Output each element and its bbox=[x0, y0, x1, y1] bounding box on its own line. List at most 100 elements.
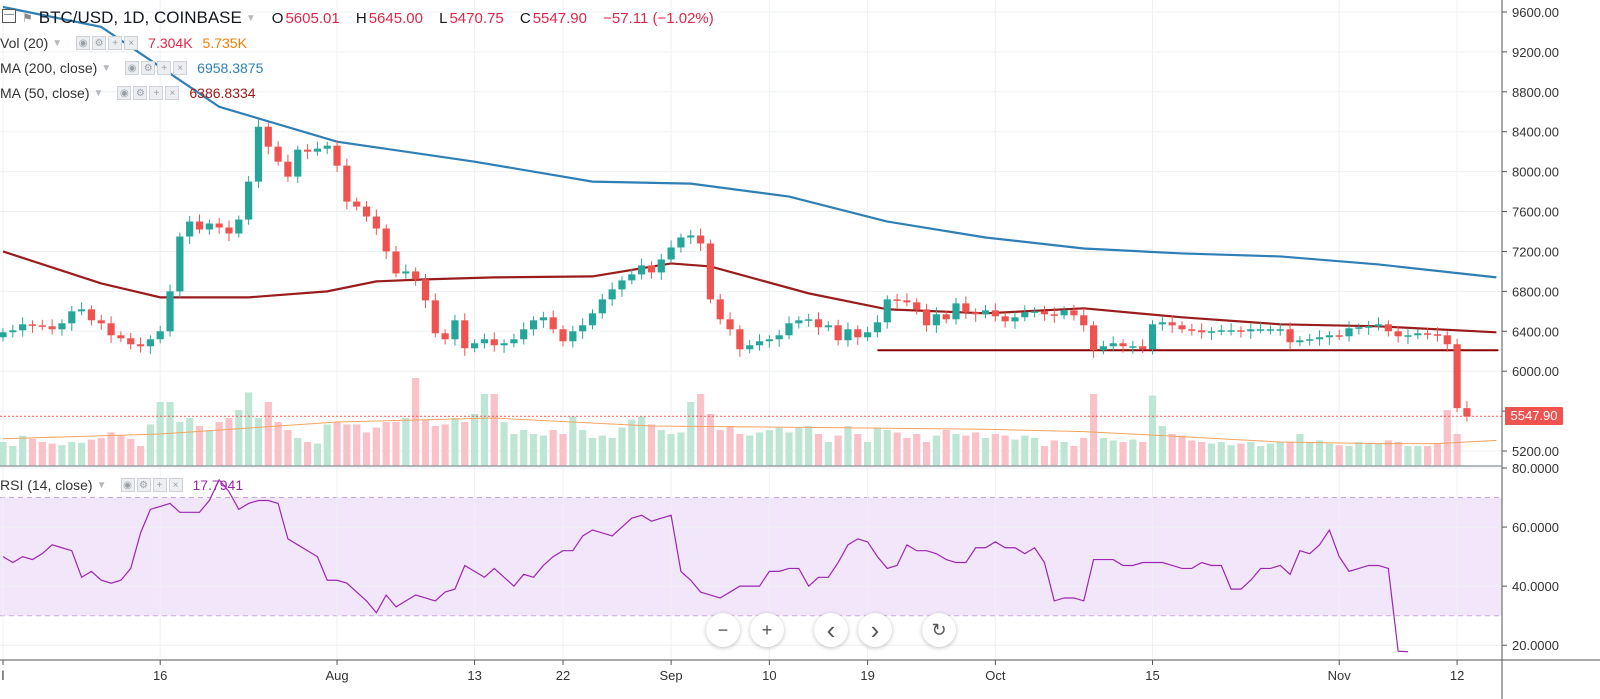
volume-bar bbox=[903, 438, 911, 466]
plus-icon[interactable]: + bbox=[149, 86, 164, 100]
candle-body bbox=[431, 300, 439, 334]
volume-bar bbox=[1109, 440, 1117, 466]
plus-icon[interactable]: + bbox=[157, 61, 172, 75]
candle-body bbox=[1424, 333, 1432, 335]
candle-body bbox=[726, 319, 734, 330]
legend-caret-icon[interactable]: ▼ bbox=[93, 87, 104, 99]
volume-bar bbox=[451, 418, 459, 466]
scroll-right-button[interactable]: › bbox=[858, 613, 892, 647]
volume-bar bbox=[1119, 442, 1127, 466]
symbol-title[interactable]: BTC/USD, 1D, COINBASE bbox=[38, 8, 242, 27]
volume-bar bbox=[775, 427, 783, 466]
candle-body bbox=[618, 280, 626, 290]
legend-ma200-label[interactable]: MA (200, close) bbox=[0, 60, 98, 76]
candle-body bbox=[785, 323, 793, 336]
candle-body bbox=[1050, 314, 1058, 316]
ma200-line bbox=[2, 5, 1497, 279]
candle-body bbox=[696, 235, 705, 244]
close-icon[interactable]: × bbox=[168, 478, 183, 492]
eye-icon[interactable]: ◉ bbox=[125, 61, 140, 75]
candle-body bbox=[1276, 329, 1284, 331]
candle-body bbox=[1335, 335, 1343, 337]
volume-ma-value: 5.735K bbox=[202, 35, 247, 51]
legend-caret-icon[interactable]: ▼ bbox=[101, 62, 112, 74]
volume-bar bbox=[559, 434, 567, 466]
candle-body bbox=[1178, 325, 1186, 330]
legend-caret-icon[interactable]: ▼ bbox=[96, 479, 107, 491]
eye-icon[interactable]: ◉ bbox=[120, 478, 135, 492]
candle-body bbox=[127, 338, 135, 345]
reset-chart-button[interactable]: ↻ bbox=[922, 613, 956, 647]
legend-volume-label[interactable]: Vol (20) bbox=[0, 35, 49, 51]
candle-body bbox=[1266, 329, 1275, 331]
candle-body bbox=[647, 265, 656, 273]
volume-bar bbox=[598, 435, 606, 466]
legend-caret-icon[interactable]: ▼ bbox=[52, 37, 63, 49]
volume-bar bbox=[657, 430, 665, 466]
candle-body bbox=[893, 299, 901, 301]
volume-bar bbox=[696, 394, 705, 466]
volume-bar bbox=[1011, 439, 1019, 466]
volume-bar bbox=[264, 402, 272, 466]
gear-icon[interactable]: ⚙ bbox=[92, 36, 107, 50]
candle-body bbox=[805, 319, 813, 321]
volume-bar bbox=[893, 432, 901, 466]
gear-icon[interactable]: ⚙ bbox=[133, 86, 148, 100]
close-icon[interactable]: × bbox=[173, 61, 188, 75]
candle-body bbox=[1188, 329, 1196, 331]
candle-body bbox=[353, 201, 361, 207]
candle-body bbox=[9, 330, 17, 333]
volume-bar bbox=[1031, 438, 1039, 466]
candle-body bbox=[854, 329, 862, 338]
zoom-in-button[interactable]: + bbox=[750, 613, 784, 647]
price-tick-label: 9600.00 bbox=[1512, 5, 1559, 20]
candle-body bbox=[136, 344, 145, 347]
candle-body bbox=[1394, 331, 1402, 337]
scroll-left-button[interactable]: ‹ bbox=[814, 613, 848, 647]
price-tick-label: 8000.00 bbox=[1512, 165, 1559, 180]
menu-icon[interactable]: — bbox=[2, 9, 16, 23]
rsi-band bbox=[0, 497, 1502, 616]
candle-body bbox=[117, 335, 125, 339]
plus-icon[interactable]: + bbox=[108, 36, 123, 50]
candle-body bbox=[362, 206, 371, 217]
volume-bar bbox=[28, 438, 37, 466]
volume-bar bbox=[343, 424, 351, 466]
eye-icon[interactable]: ◉ bbox=[117, 86, 132, 100]
candle-body bbox=[1257, 329, 1265, 331]
symbol-caret-icon[interactable]: ▼ bbox=[245, 12, 256, 24]
time-tick-label: Nov bbox=[1328, 668, 1352, 683]
volume-bar bbox=[755, 432, 764, 466]
volume-bar bbox=[1001, 435, 1009, 466]
close-icon[interactable]: × bbox=[165, 86, 180, 100]
gear-icon[interactable]: ⚙ bbox=[141, 61, 156, 75]
candle-body bbox=[520, 329, 528, 340]
candle-body bbox=[972, 312, 980, 315]
candle-body bbox=[1433, 334, 1442, 336]
candle-body bbox=[1040, 311, 1049, 315]
candle-body bbox=[667, 247, 675, 260]
volume-bar bbox=[677, 432, 685, 466]
legend-ma50-label[interactable]: MA (50, close) bbox=[0, 85, 90, 101]
time-tick-label: 10 bbox=[762, 668, 776, 683]
volume-bar bbox=[235, 410, 243, 466]
legend-rsi-label[interactable]: RSI (14, close) bbox=[0, 477, 93, 493]
candle-body bbox=[1306, 339, 1314, 341]
close-icon[interactable]: × bbox=[124, 36, 139, 50]
volume-bar bbox=[1276, 442, 1284, 466]
candle-body bbox=[1296, 340, 1304, 343]
zoom-out-button[interactable]: − bbox=[706, 613, 740, 647]
plus-icon[interactable]: + bbox=[152, 478, 167, 492]
candle-body bbox=[529, 320, 538, 330]
candle-body bbox=[156, 331, 164, 340]
time-tick-label: l bbox=[2, 668, 5, 683]
candle-body bbox=[913, 302, 921, 310]
volume-bar bbox=[97, 438, 105, 466]
legend-volume: Vol (20) ▼ ◉ ⚙ + × 7.304K 5.735K bbox=[0, 35, 247, 51]
eye-icon[interactable]: ◉ bbox=[76, 36, 91, 50]
gear-icon[interactable]: ⚙ bbox=[136, 478, 151, 492]
candle-body bbox=[1374, 324, 1383, 327]
volume-bar bbox=[166, 402, 174, 466]
